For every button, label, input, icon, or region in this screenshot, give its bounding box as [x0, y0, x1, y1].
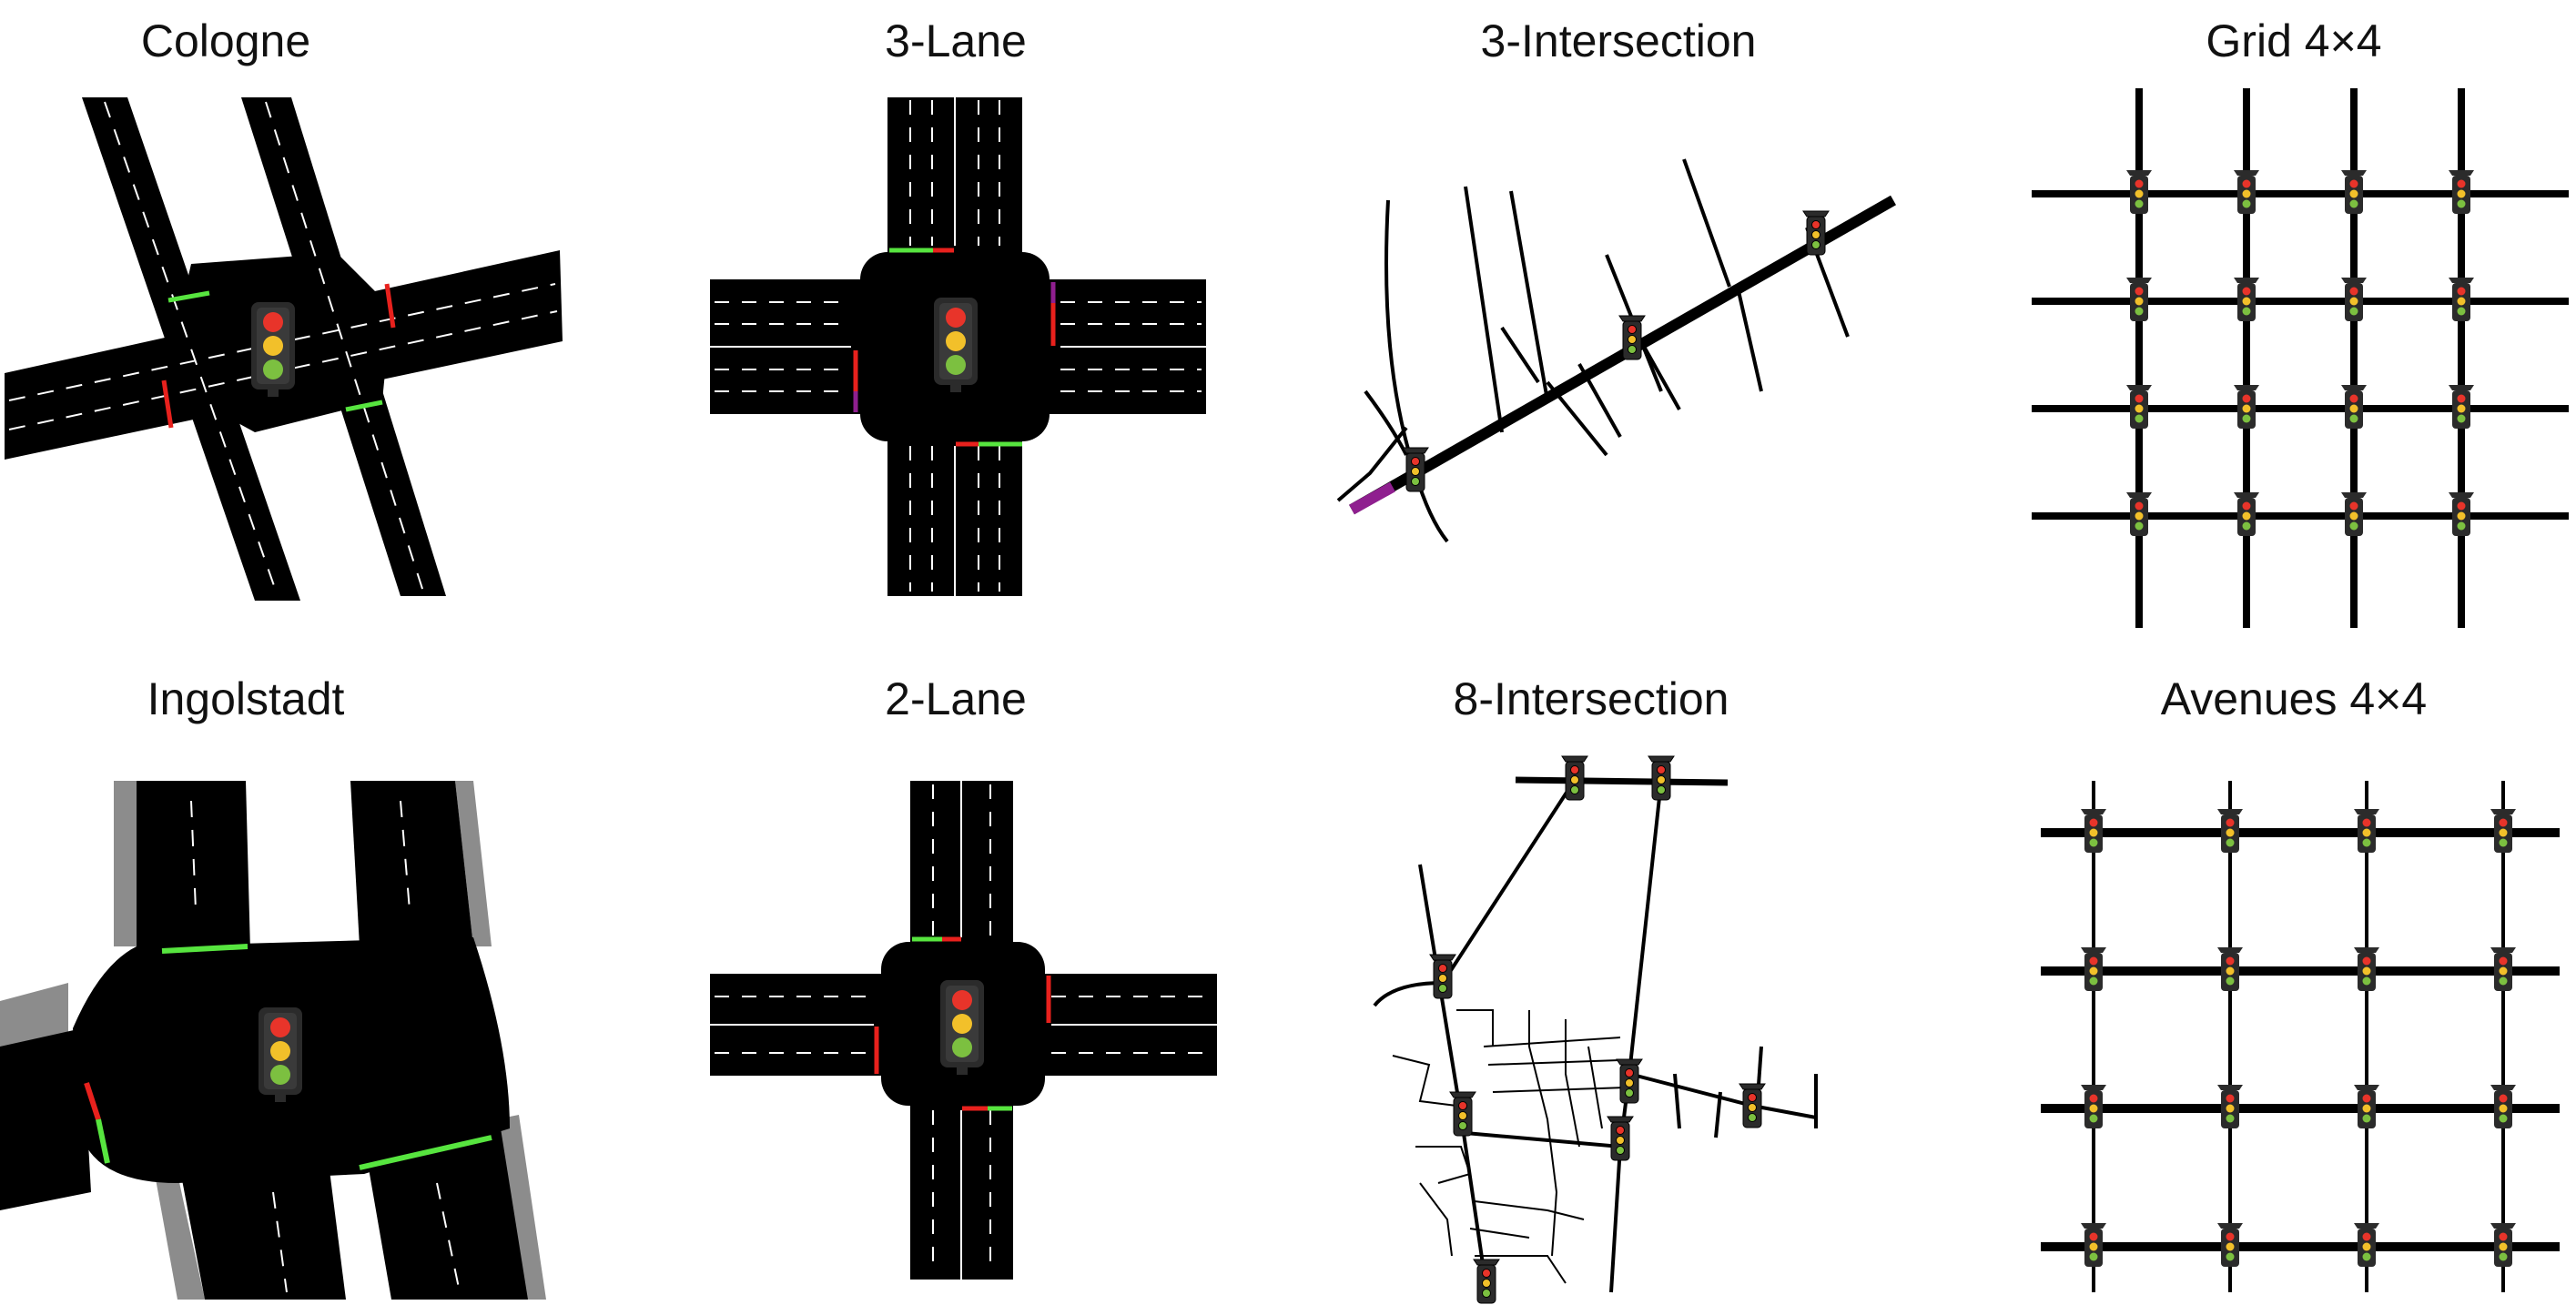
three-lane-traffic-light — [934, 298, 978, 392]
eight-intersection-light-4 — [1616, 1058, 1643, 1104]
title-avenues-4x4: Avenues 4×4 — [2160, 673, 2428, 724]
eight-intersection-light-1 — [1561, 755, 1588, 801]
grid-lights — [2126, 170, 2474, 536]
ingolstadt-map — [0, 781, 546, 1300]
eight-intersection-light-5 — [1739, 1083, 1766, 1128]
title-2-lane: 2-Lane — [885, 673, 1027, 724]
three-intersection-light-2 — [1618, 315, 1646, 360]
eight-intersection-light-7 — [1607, 1116, 1634, 1161]
eight-intersection-light-8 — [1473, 1259, 1500, 1304]
ingolstadt-traffic-light — [259, 1007, 302, 1102]
three-intersection-light-3 — [1802, 210, 1830, 256]
eight-intersection-light-3 — [1429, 954, 1456, 999]
three-lane-map — [710, 97, 1206, 596]
title-8-intersection: 8-Intersection — [1453, 673, 1729, 724]
eight-intersection-map — [1373, 755, 1818, 1304]
title-grid-4x4: Grid 4×4 — [2206, 15, 2382, 66]
three-intersection-map — [1336, 158, 1896, 543]
eight-intersection-light-2 — [1648, 755, 1675, 801]
title-ingolstadt: Ingolstadt — [147, 673, 345, 724]
cologne-map — [5, 97, 563, 601]
two-lane-traffic-light — [940, 980, 984, 1075]
eight-intersection-light-6 — [1449, 1091, 1476, 1137]
avenues-map — [2041, 781, 2560, 1292]
two-lane-map — [710, 781, 1217, 1280]
title-3-intersection: 3-Intersection — [1480, 15, 1757, 66]
title-3-lane: 3-Lane — [885, 15, 1027, 66]
avenues-lights — [2081, 809, 2516, 1267]
title-cologne: Cologne — [140, 15, 311, 66]
grid-map — [2032, 88, 2569, 628]
cologne-traffic-light — [251, 302, 295, 397]
